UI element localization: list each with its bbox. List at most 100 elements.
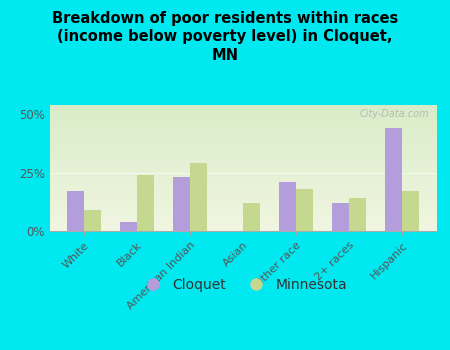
Bar [50,186,436,187]
Bar [50,157,436,158]
Bar [50,130,436,132]
Bar [50,106,436,107]
Bar [50,164,436,166]
Bar [50,215,436,216]
Bar [50,192,436,193]
Bar [50,227,436,229]
Bar [190,163,207,231]
Bar [50,214,436,215]
Bar [50,203,436,204]
Bar [50,184,436,186]
Bar [50,195,436,196]
Bar [50,144,436,145]
Bar [50,110,436,111]
Bar [50,216,436,217]
Bar [50,134,436,135]
Bar [50,150,436,152]
Bar [50,145,436,147]
Bar [50,221,436,222]
Bar [296,189,313,231]
Bar [50,128,436,129]
Bar [279,182,296,231]
Bar [50,167,436,168]
Bar [50,143,436,144]
Bar [243,203,260,231]
Bar [50,109,436,110]
Bar [50,187,436,188]
Bar [50,201,436,202]
Bar [50,155,436,157]
Bar [50,223,436,225]
Bar [50,153,436,154]
Bar [50,136,436,138]
Bar [50,105,436,106]
Bar [50,170,436,172]
Bar [84,210,101,231]
Bar [402,191,419,231]
Bar [50,173,436,174]
Bar [50,229,436,230]
Bar [50,196,436,197]
Bar [50,182,436,183]
Bar [50,177,436,178]
Bar [50,120,436,121]
Bar [349,198,366,231]
Bar [50,122,436,124]
Bar [50,206,436,207]
Bar [50,208,436,210]
Bar [50,207,436,208]
Bar [50,197,436,198]
Bar [50,133,436,134]
Bar [50,125,436,126]
Bar [50,118,436,119]
Bar [50,135,436,136]
Text: City-Data.com: City-Data.com [359,109,429,119]
Bar [50,183,436,184]
Bar [50,172,436,173]
Bar [50,158,436,159]
Bar [50,152,436,153]
Bar [50,159,436,160]
Bar [50,116,436,118]
Bar [50,181,436,182]
Bar [50,230,436,231]
Bar [50,163,436,164]
Bar [50,113,436,114]
Bar [50,132,436,133]
Bar [50,189,436,191]
Bar [50,168,436,169]
Bar [50,138,436,139]
Bar [50,202,436,203]
Bar [50,140,436,141]
Bar [50,124,436,125]
Bar [173,177,190,231]
Bar [67,191,84,231]
Bar [50,211,436,212]
Bar [50,212,436,214]
Bar [50,210,436,211]
Bar [385,128,402,231]
Bar [50,225,436,226]
Bar [332,203,349,231]
Bar [137,175,154,231]
Bar [50,166,436,167]
Bar [50,199,436,201]
Bar [50,107,436,109]
Bar [50,126,436,128]
Bar [50,139,436,140]
Bar [50,121,436,122]
Bar [50,148,436,149]
Bar [50,115,436,116]
Bar [120,222,137,231]
Bar [50,220,436,221]
Bar [50,174,436,176]
Bar [50,222,436,223]
Bar [50,160,436,162]
Bar [50,193,436,195]
Text: Breakdown of poor residents within races
(income below poverty level) in Cloquet: Breakdown of poor residents within races… [52,10,398,63]
Bar [50,218,436,220]
Bar [50,198,436,200]
Bar [50,141,436,143]
Bar [50,179,436,181]
Legend: Cloquet, Minnesota: Cloquet, Minnesota [133,272,353,297]
